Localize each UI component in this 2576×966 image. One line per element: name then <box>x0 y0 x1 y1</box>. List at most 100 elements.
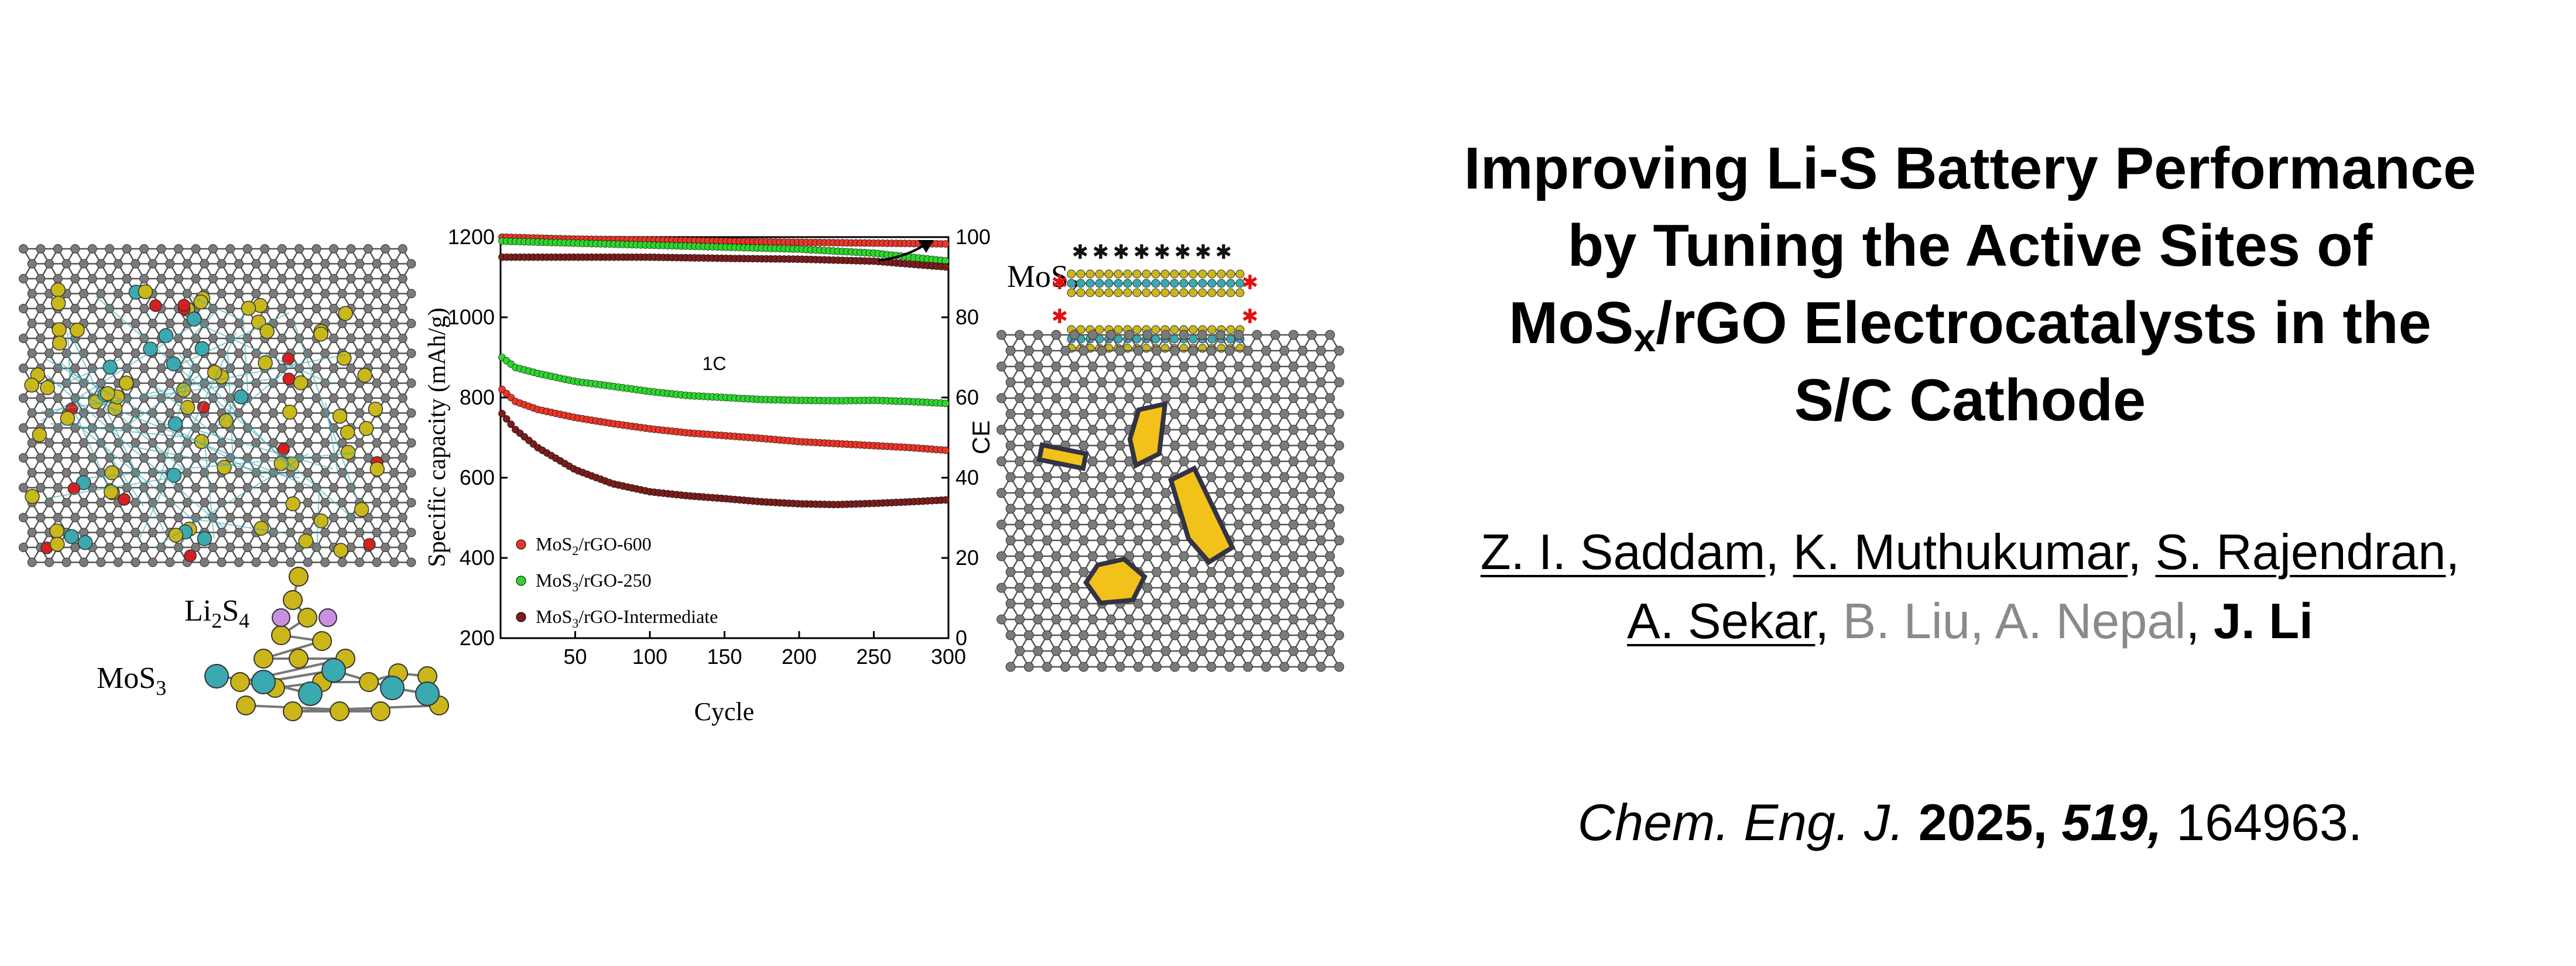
carbon-atom <box>1297 440 1308 451</box>
carbon-atom <box>1160 456 1171 467</box>
capacity-series <box>498 354 950 509</box>
dopant-bond <box>291 317 358 502</box>
carbon-atom <box>19 483 28 492</box>
author-sep-4: , <box>1815 594 1843 649</box>
carbon-atom <box>217 318 227 328</box>
carbon-atom <box>96 289 106 299</box>
carbon-atom <box>79 557 89 567</box>
carbon-atom <box>1243 409 1253 419</box>
carbon-atom <box>1270 456 1280 467</box>
dopant-bond <box>40 319 203 422</box>
carbon-atom <box>406 289 416 299</box>
carbon-atom <box>355 468 365 478</box>
carbon-atom <box>19 393 28 403</box>
layer-atom <box>1132 288 1142 297</box>
carbon-atom <box>1042 567 1052 577</box>
carbon-atom <box>174 274 183 283</box>
carbon-atom <box>311 453 321 463</box>
carbon-atom <box>329 483 338 492</box>
carbon-atom <box>303 468 313 478</box>
carbon-atom <box>44 318 54 328</box>
legend-part: 3 <box>572 616 578 631</box>
carbon-atom <box>19 543 28 552</box>
carbon-atom <box>174 334 183 343</box>
carbon-atom <box>148 259 157 269</box>
carbon-atom <box>1170 630 1180 640</box>
carbon-atom <box>1124 361 1135 372</box>
carbon-atom <box>1069 519 1080 530</box>
carbon-atom <box>389 527 399 537</box>
carbon-atom <box>329 304 338 313</box>
sulfur-atom <box>289 649 309 669</box>
title-line-4: S/C Cathode <box>1794 368 2146 433</box>
carbon-atom <box>1279 630 1290 640</box>
dopant-atom <box>158 328 174 344</box>
carbon-atom <box>1160 393 1171 403</box>
carbon-atom <box>156 543 166 552</box>
dopant-bond <box>150 381 224 443</box>
carbon-atom <box>1316 630 1326 640</box>
carbon-atom <box>1270 424 1280 435</box>
carbon-atom <box>1334 440 1344 451</box>
carbon-atom <box>53 244 63 254</box>
carbon-atom <box>1316 503 1326 514</box>
carbon-atom <box>1297 472 1308 482</box>
dopant-bond <box>68 331 166 534</box>
layer-atom <box>1235 279 1245 288</box>
dopant-atom <box>298 533 314 549</box>
carbon-atom <box>337 468 347 478</box>
carbon-atom <box>1297 345 1308 356</box>
carbon-atom <box>1033 488 1043 498</box>
carbon-atom <box>242 274 252 283</box>
carbon-atom <box>36 393 46 403</box>
layer-atom <box>1160 269 1170 279</box>
carbon-atom <box>156 274 166 283</box>
carbon-atom <box>1224 503 1235 514</box>
carbon-atom <box>1307 646 1317 656</box>
carbon-atom <box>372 527 382 537</box>
carbon-atom <box>1307 614 1317 625</box>
cluster-bond <box>263 640 323 660</box>
layer-atom <box>1217 279 1226 288</box>
author-3: S. Rajendran <box>2155 525 2446 580</box>
carbon-atom <box>1261 598 1272 609</box>
carbon-atom <box>1252 551 1262 561</box>
carbon-atom <box>122 244 132 254</box>
carbon-atom <box>200 557 210 567</box>
carbon-atom <box>1051 551 1061 561</box>
carbon-atom <box>389 259 399 269</box>
carbon-atom <box>1179 583 1189 593</box>
carbon-atom <box>1215 330 1226 340</box>
li2s4-label: Li2S4 <box>184 594 249 632</box>
carbon-atom <box>19 244 28 254</box>
carbon-atom <box>234 289 244 299</box>
mos2-on-graphene-illustration: MoS2 ✱✱✱✱✱✱✱✱✱✱✱✱ <box>996 241 1344 672</box>
carbon-atom <box>148 557 157 567</box>
capacity-point-1 <box>941 446 950 454</box>
carbon-atom <box>1133 377 1143 388</box>
carbon-atom <box>44 498 54 508</box>
dopant-atom <box>338 306 353 321</box>
carbon-atom <box>1261 535 1272 546</box>
carbon-atom <box>61 557 71 567</box>
carbon-atom <box>329 423 338 433</box>
carbon-atom <box>1188 662 1198 672</box>
carbon-atom <box>303 289 313 299</box>
layer-atom <box>1160 279 1170 288</box>
carbon-atom <box>1060 409 1071 419</box>
carbon-atom <box>1097 377 1107 388</box>
carbon-atom <box>268 289 278 299</box>
carbon-atom <box>1325 330 1335 340</box>
dopant-atom <box>50 536 65 552</box>
carbon-atom <box>389 318 399 328</box>
carbon-atom <box>122 513 132 522</box>
capacity-cycle-chart: 50 100 150 200 250 300 200 400 600 800 1000 1200 0 20… <box>424 225 995 726</box>
star-marker-red: ✱ <box>1051 272 1068 294</box>
carbon-atom <box>1224 345 1235 356</box>
layer-atom <box>1151 325 1160 334</box>
carbon-atom <box>1060 662 1071 672</box>
carbon-atom <box>398 393 407 403</box>
dopant-bond <box>242 361 298 407</box>
carbon-atom <box>53 483 63 492</box>
capacity-point-3 <box>507 420 515 428</box>
